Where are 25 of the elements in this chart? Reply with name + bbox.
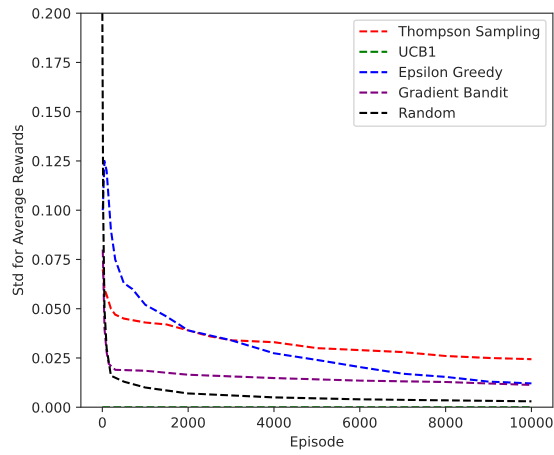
legend-label: Gradient Bandit [399, 86, 508, 98]
line-series [102, 268, 532, 360]
x-axis-title: Episode [290, 436, 344, 450]
legend-label: UCB1 [400, 46, 436, 57]
legend-label: Epsilon Greedy [400, 66, 502, 80]
y-tick-label: 0.200 [32, 8, 70, 19]
x-tick-label: 6000 [343, 417, 377, 428]
x-tick-label: 10000 [510, 417, 553, 428]
y-tick-label: 0.025 [32, 352, 70, 364]
y-axis-title: Std for Average Rewards [12, 125, 26, 295]
y-tick-label: 0.050 [32, 304, 70, 314]
x-tick-label: 2000 [172, 417, 205, 428]
x-tick-label: 0 [98, 417, 106, 428]
legend-label: Random [400, 107, 455, 118]
y-tick-label: 0.000 [32, 402, 70, 413]
y-tick-label: 0.100 [32, 205, 70, 216]
line-series [102, 248, 532, 386]
x-tick-label: 4000 [256, 417, 291, 428]
y-tick-label: 0.125 [32, 156, 70, 166]
line-series [102, 160, 532, 384]
y-tick-label: 0.175 [32, 57, 70, 68]
x-tick-label: 8000 [428, 417, 462, 428]
y-tick-label: 0.150 [32, 106, 70, 118]
legend-label: Thompson Sampling [398, 26, 540, 40]
y-tick-label: 0.075 [32, 254, 70, 265]
